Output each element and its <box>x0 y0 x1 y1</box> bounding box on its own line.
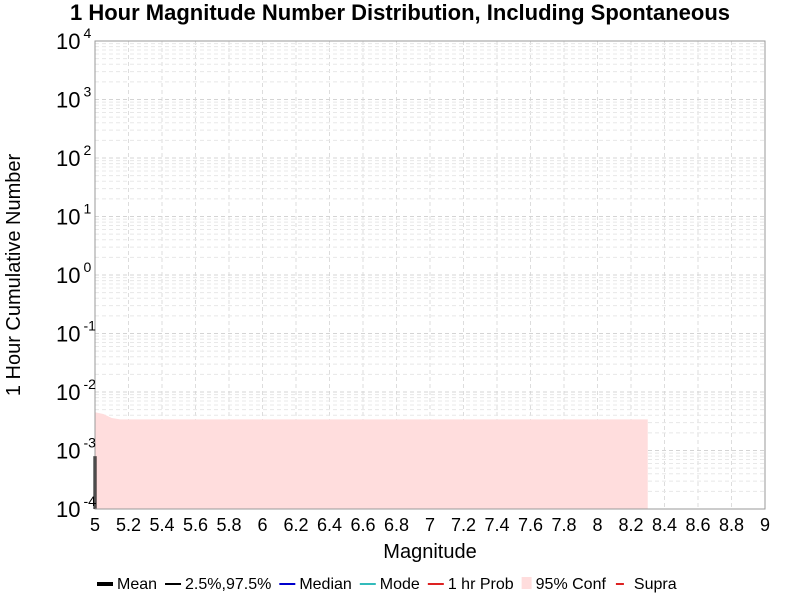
y-tick-base: 10 <box>56 322 80 347</box>
x-tick-label: 8 <box>592 515 602 535</box>
y-tick-exponent: -4 <box>83 493 96 509</box>
y-tick-base: 10 <box>56 439 80 464</box>
legend-label: Mode <box>380 576 420 593</box>
x-tick-label: 5.8 <box>216 515 241 535</box>
y-tick-exponent: -2 <box>83 376 96 392</box>
x-tick-label: 8.4 <box>652 515 677 535</box>
legend-label: Supra <box>634 576 677 593</box>
x-tick-label: 6.8 <box>384 515 409 535</box>
x-tick-label: 9 <box>760 515 770 535</box>
y-tick-base: 10 <box>56 88 80 113</box>
x-tick-label: 7.4 <box>484 515 509 535</box>
x-tick-label: 7.6 <box>518 515 543 535</box>
x-tick-label: 5.4 <box>149 515 174 535</box>
y-tick-label: 10 3 <box>56 84 91 113</box>
y-tick-base: 10 <box>56 380 80 405</box>
legend-label: Median <box>299 576 351 593</box>
x-tick-label: 8.8 <box>719 515 744 535</box>
legend-label: 1 hr Prob <box>448 576 514 593</box>
legend-label: Mean <box>117 576 157 593</box>
x-tick-label: 5 <box>90 515 100 535</box>
y-tick-exponent: 1 <box>83 201 91 217</box>
legend: Mean 2.5%,97.5% Median Mode 1 hr Prob 95% Con… <box>97 576 677 593</box>
x-tick-label: 6.6 <box>350 515 375 535</box>
y-tick-base: 10 <box>56 205 80 230</box>
y-tick-label: 10 -4 <box>56 493 96 522</box>
legend-swatch <box>521 577 532 589</box>
y-tick-label: 10 -3 <box>56 435 96 464</box>
y-tick-label: 10 1 <box>56 201 91 230</box>
x-tick-label: 7.8 <box>551 515 576 535</box>
x-tick-label: 7 <box>425 515 435 535</box>
legend-label: 2.5%,97.5% <box>185 576 271 593</box>
x-tick-label: 5.2 <box>116 515 141 535</box>
x-tick-label: 7.2 <box>451 515 476 535</box>
x-tick-label: 6.2 <box>283 515 308 535</box>
x-tick-label: 8.6 <box>685 515 710 535</box>
x-ticks: 5 5.2 5.4 5.6 5.8 6 6.2 6.4 6.6 6.8 7 7.2 7.4 7.6 7.8 8… <box>90 515 770 535</box>
x-axis-label: Magnitude <box>383 541 476 563</box>
data-layer <box>93 412 648 509</box>
x-tick-label: 6.4 <box>317 515 342 535</box>
x-tick-label: 5.6 <box>183 515 208 535</box>
y-tick-label: 10 -1 <box>56 318 96 347</box>
y-tick-exponent: 3 <box>83 84 91 100</box>
y-tick-base: 10 <box>56 497 80 522</box>
y-tick-exponent: 4 <box>83 25 91 41</box>
y-axis-label: 1 Hour Cumulative Number <box>3 154 25 397</box>
y-tick-label: 10 4 <box>56 25 91 54</box>
y-tick-label: 10 0 <box>56 259 91 288</box>
x-tick-label: 8.2 <box>618 515 643 535</box>
y-tick-label: 10 -2 <box>56 376 96 405</box>
y-tick-exponent: -1 <box>83 318 96 334</box>
plot-frame <box>94 40 766 510</box>
x-tick-label: 6 <box>257 515 267 535</box>
y-tick-base: 10 <box>56 263 80 288</box>
y-tick-exponent: 0 <box>83 259 91 275</box>
chart-title: 1 Hour Magnitude Number Distribution, In… <box>70 0 730 25</box>
y-tick-base: 10 <box>56 146 80 171</box>
y-tick-exponent: -3 <box>83 435 96 451</box>
legend-label: 95% Conf <box>536 576 607 593</box>
y-tick-label: 10 2 <box>56 142 91 171</box>
y-tick-exponent: 2 <box>83 142 91 158</box>
confidence-band <box>95 412 648 509</box>
y-tick-base: 10 <box>56 29 80 54</box>
